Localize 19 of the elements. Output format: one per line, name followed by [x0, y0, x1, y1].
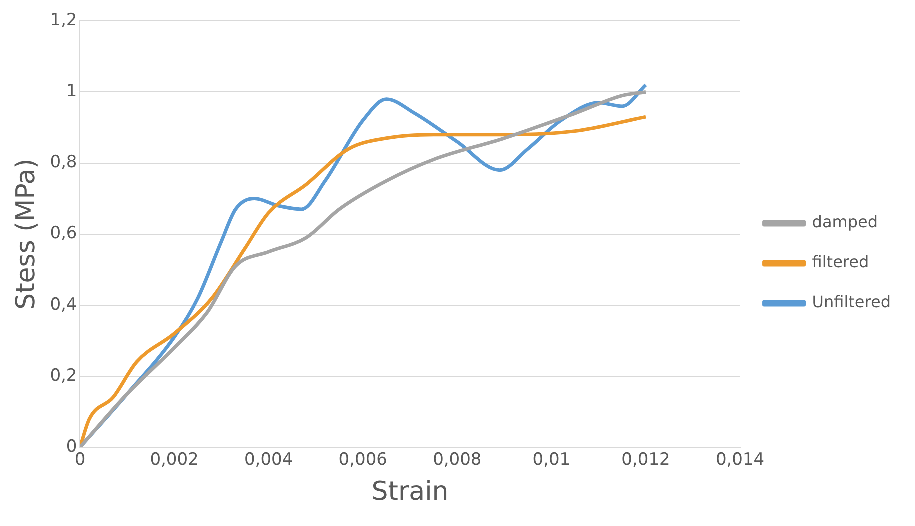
- y-tick-label: 0,8: [50, 152, 78, 173]
- x-axis-title: Strain: [372, 477, 449, 508]
- y-tick-label: 0,2: [50, 366, 78, 386]
- y-tick-label: 1: [66, 82, 78, 102]
- x-tick-label: 0,012: [622, 450, 670, 470]
- y-tick-label: 0,6: [50, 224, 78, 244]
- x-tick-label: 0,014: [716, 450, 765, 470]
- y-tick-label: 0: [66, 436, 78, 457]
- x-tick-label: 0,006: [338, 450, 388, 470]
- x-tick-label: 0,01: [532, 450, 571, 470]
- legend-label: Unfiltered: [812, 292, 891, 312]
- legend-label: filtered: [812, 252, 870, 272]
- y-tick-label: 0,4: [50, 294, 78, 315]
- legend-label: damped: [812, 212, 878, 232]
- x-tick-label: 0,008: [433, 450, 482, 470]
- y-axis-title: Stess (MPa): [11, 158, 42, 310]
- x-tick-label: 0,002: [150, 450, 199, 470]
- x-tick-label: 0,004: [244, 450, 294, 470]
- y-tick-label: 1,2: [50, 10, 78, 31]
